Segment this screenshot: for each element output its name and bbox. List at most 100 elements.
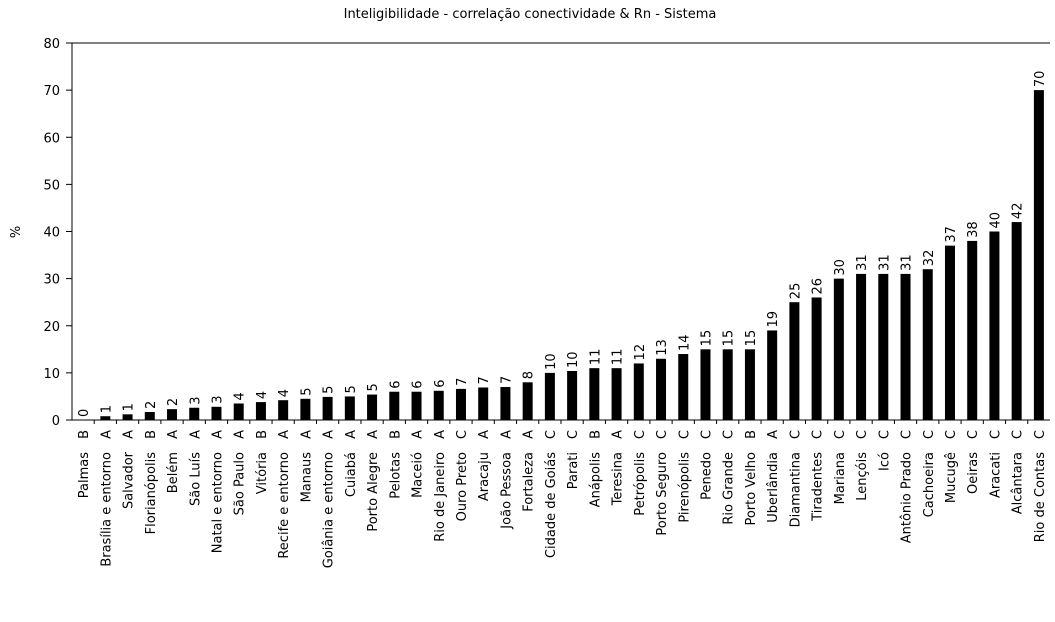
value-label: 37 <box>944 226 959 243</box>
class-label: B <box>388 430 403 439</box>
value-label: 25 <box>788 283 803 300</box>
bar <box>678 354 689 420</box>
bar <box>1011 222 1022 420</box>
x-tick-label: Rio de Contas <box>1033 452 1048 542</box>
bar <box>700 349 711 420</box>
bar <box>922 269 933 420</box>
value-label: 15 <box>744 330 759 347</box>
class-label: C <box>811 430 826 439</box>
bar <box>500 387 511 420</box>
x-tick-label: Tiradentes <box>811 452 826 522</box>
class-label: A <box>522 430 537 439</box>
y-tick-label: 80 <box>43 37 60 52</box>
x-tick-label: São Paulo <box>233 452 248 515</box>
bar <box>478 387 489 420</box>
bar <box>878 273 889 420</box>
value-label: 2 <box>144 401 159 409</box>
class-label: B <box>255 430 270 439</box>
x-tick-label: Alcântara <box>1011 452 1026 514</box>
class-label: A <box>411 430 426 439</box>
bar <box>1033 90 1044 420</box>
class-label: C <box>944 430 959 439</box>
class-label: A <box>499 430 514 439</box>
class-label: B <box>744 430 759 439</box>
bar <box>900 273 911 420</box>
x-tick-label: Salvador <box>122 451 137 509</box>
x-tick-label: Cuiabá <box>344 452 359 497</box>
chart-title: Inteligibilidade - correlação conectivid… <box>344 7 717 22</box>
y-tick-label: 10 <box>43 367 60 382</box>
value-label: 1 <box>122 403 137 411</box>
bar <box>656 358 667 420</box>
value-label: 7 <box>455 378 470 386</box>
x-tick-label: Aracati <box>988 452 1003 498</box>
x-tick-label: Vitória <box>255 452 270 494</box>
x-tick-label: São Luís <box>188 452 203 506</box>
bar <box>633 363 644 420</box>
value-label: 4 <box>233 392 248 400</box>
x-tick-label: Palmas <box>77 452 92 498</box>
value-label: 4 <box>255 391 270 399</box>
class-label: C <box>855 430 870 439</box>
class-label: A <box>188 430 203 439</box>
class-label: C <box>788 430 803 439</box>
value-label: 3 <box>188 396 203 404</box>
bar <box>767 330 778 420</box>
value-label: 10 <box>544 353 559 370</box>
x-tick-label: Diamantina <box>788 452 803 527</box>
y-tick-label: 70 <box>43 84 60 99</box>
class-label: A <box>433 430 448 439</box>
x-tick-label: Florianópolis <box>144 452 159 535</box>
bar <box>411 391 422 420</box>
value-label: 19 <box>766 311 781 328</box>
value-label: 30 <box>833 259 848 276</box>
value-label: 1 <box>99 405 114 413</box>
x-tick-label: Goiânia e entorno <box>322 452 337 568</box>
class-label: A <box>344 430 359 439</box>
y-tick-label: 20 <box>43 320 60 335</box>
x-tick-label: Cachoeira <box>922 452 937 517</box>
x-tick-label: Fortaleza <box>522 452 537 512</box>
value-label: 2 <box>166 398 181 406</box>
value-label: 11 <box>588 349 603 366</box>
class-label: A <box>611 430 626 439</box>
class-label: A <box>322 430 337 439</box>
class-label: A <box>477 430 492 439</box>
value-label: 15 <box>699 330 714 347</box>
bar <box>278 400 289 420</box>
x-tick-label: Belém <box>166 452 181 493</box>
class-label: C <box>633 430 648 439</box>
class-label: A <box>366 430 381 439</box>
bar <box>811 297 822 420</box>
bar <box>344 396 355 420</box>
bar <box>611 368 622 420</box>
bar <box>944 245 955 420</box>
value-label: 31 <box>900 254 915 271</box>
class-label: C <box>699 430 714 439</box>
value-label: 5 <box>322 386 337 394</box>
class-label: C <box>1033 430 1048 439</box>
value-label: 31 <box>855 254 870 271</box>
value-label: 38 <box>966 221 981 238</box>
class-label: A <box>277 430 292 439</box>
bar <box>211 406 222 420</box>
class-label: B <box>588 430 603 439</box>
value-label: 13 <box>655 339 670 356</box>
class-label: C <box>966 430 981 439</box>
bar <box>744 349 755 420</box>
bar <box>856 273 867 420</box>
class-label: B <box>77 430 92 439</box>
x-tick-label: Ouro Preto <box>455 452 470 521</box>
x-tick-label: Pelotas <box>388 452 403 499</box>
x-tick-label: Mariana <box>833 452 848 504</box>
bar <box>833 278 844 420</box>
value-label: 8 <box>522 371 537 379</box>
bar <box>522 382 533 420</box>
x-tick-label: João Pessoa <box>499 452 514 530</box>
x-tick-label: Manaus <box>299 452 314 503</box>
x-tick-label: Rio de Janeiro <box>433 452 448 542</box>
bar <box>189 407 200 420</box>
bar <box>233 403 244 420</box>
x-tick-label: Porto Velho <box>744 452 759 526</box>
class-label: A <box>99 430 114 439</box>
